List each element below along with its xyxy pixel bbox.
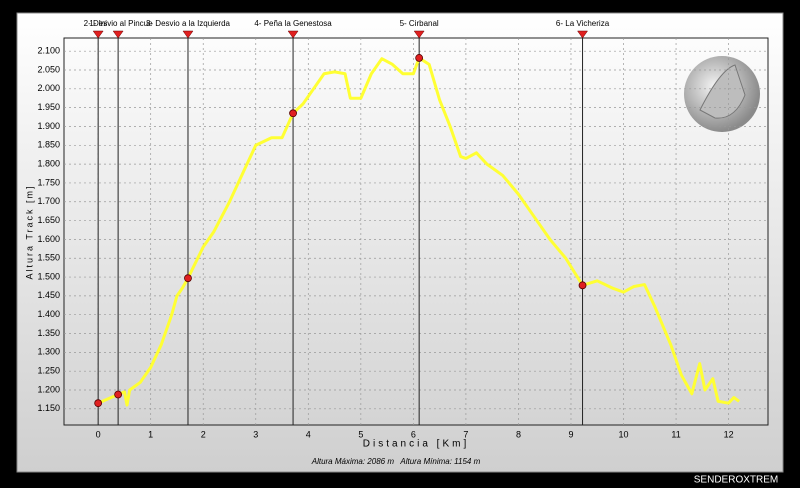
waypoint-dot [184,274,192,283]
y-tick-label: 1.650 [37,215,60,225]
waypoint-dot [415,54,424,62]
y-tick-label: 1.750 [37,177,60,187]
y-tick-label: 1.800 [37,158,60,168]
y-tick-label: 1.500 [37,271,60,281]
waypoint-dot [578,281,587,290]
y-tick-label: 1.150 [37,403,60,413]
waypoint-label: 4- Peña la Genestosa [254,19,332,28]
y-tick-label: 2.000 [37,83,60,93]
x-tick-label: 7 [463,429,468,439]
y-axis-title: Altura Track [m] [24,184,34,279]
x-tick-label: 5 [358,429,363,439]
x-tick-label: 10 [619,429,629,439]
y-tick-label: 2.050 [37,64,60,74]
x-tick-label: 0 [96,429,101,439]
x-tick-label: 1 [148,429,153,439]
y-tick-label: 1.300 [37,347,60,357]
waypoint-label: 1- Ini [89,19,107,28]
waypoint-label: 3- Desvio a la Izquierda [146,19,231,28]
y-tick-label: 2.100 [37,46,60,56]
y-tick-label: 1.550 [37,253,60,263]
y-tick-label: 1.950 [37,102,60,112]
waypoint-flag [413,30,425,39]
waypoint-label: 2- Desvio al Pincue [84,19,153,28]
x-tick-label: 11 [671,429,680,439]
annotation: Altura Máxima: 2086 m Altura Mínima: 115… [311,457,481,466]
y-tick-label: 1.900 [37,121,60,131]
waypoint-label: 5- Cirbanal [400,19,439,28]
x-tick-label: 3 [253,429,258,439]
plot-area [63,37,769,426]
x-tick-label: 9 [568,429,573,439]
waypoint-flag [287,30,299,39]
x-axis-title: Distancia [Km] [363,439,469,450]
y-tick-label: 1.700 [37,196,60,206]
waypoint-flag [182,30,194,39]
waypoint-flag [112,30,124,39]
y-tick-label: 1.450 [37,290,60,300]
y-tick-label: 1.400 [37,309,60,319]
x-tick-label: 8 [516,429,521,439]
y-tick-label: 1.250 [37,366,60,376]
y-tick-label: 1.200 [37,384,60,394]
waypoint-flag [92,30,104,39]
profile-line [97,56,740,407]
x-tick-label: 4 [306,429,311,439]
x-tick-label: 6 [411,429,416,439]
waypoint-label: 6- La Vicheriza [556,19,610,28]
logo [684,56,760,132]
waypoint-flag [577,30,589,39]
credit: SENDEROXTREM [694,475,778,486]
waypoint-dot [114,390,123,399]
waypoint-dot [94,399,103,408]
y-tick-label: 1.600 [37,234,60,244]
x-tick-label: 12 [724,429,734,439]
waypoint-dot [289,109,297,118]
panel [16,12,784,473]
y-tick-label: 1.350 [37,328,60,338]
x-tick-label: 2 [201,429,206,439]
y-tick-label: 1.850 [37,140,60,150]
